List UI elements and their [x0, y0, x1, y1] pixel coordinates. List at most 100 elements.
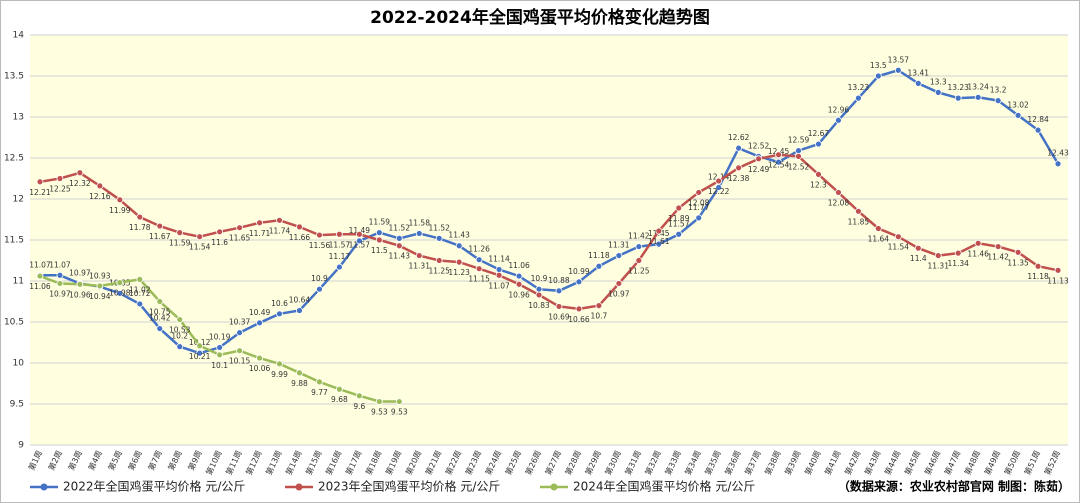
data-point: [655, 227, 663, 235]
data-point: [675, 230, 683, 238]
data-label: 10.9: [311, 274, 328, 283]
data-point: [874, 225, 882, 232]
data-point: [1014, 248, 1022, 256]
data-point: [455, 242, 463, 250]
data-label: 11.52: [428, 223, 450, 232]
data-point: [615, 280, 623, 287]
data-point: [775, 151, 782, 159]
data-label: 10.99: [568, 267, 590, 276]
data-point: [655, 240, 663, 248]
data-point: [76, 280, 84, 288]
data-label: 11.5: [371, 246, 388, 255]
data-point: [894, 233, 902, 241]
data-point: [475, 265, 483, 273]
data-point: [994, 243, 1002, 250]
data-label: 11.25: [628, 267, 650, 276]
data-point: [934, 252, 942, 259]
y-tick-label: 13.5: [4, 72, 24, 82]
data-label: 10.64: [289, 296, 311, 305]
data-label: 9.53: [391, 408, 408, 417]
data-label: 11.57: [349, 240, 371, 249]
data-point: [36, 272, 44, 280]
data-label: 13.57: [888, 55, 910, 64]
data-label: 12.59: [788, 136, 810, 145]
data-point: [795, 147, 802, 155]
data-label: 9.53: [371, 408, 388, 417]
data-label: 10.88: [548, 276, 570, 285]
data-point: [435, 257, 443, 264]
data-label: 11.65: [229, 234, 251, 243]
data-point: [156, 325, 164, 332]
data-point: [1014, 111, 1022, 119]
data-point: [535, 291, 543, 299]
data-point: [735, 144, 743, 152]
series-line: [39, 153, 1059, 311]
data-point: [276, 216, 283, 224]
data-label: 10.72: [129, 289, 151, 298]
data-label: 13.24: [967, 82, 989, 91]
data-point: [56, 175, 64, 182]
data-point: [1054, 266, 1062, 274]
data-point: [715, 177, 723, 185]
data-label: 11.06: [29, 282, 51, 291]
data-label: 10.96: [69, 290, 91, 299]
data-label: 9.99: [271, 370, 288, 379]
data-point: [495, 271, 503, 279]
data-label: 11.85: [848, 217, 870, 226]
data-label: 10.97: [69, 268, 91, 277]
data-point: [375, 229, 383, 237]
data-point: [336, 385, 343, 393]
data-label: 11.43: [448, 231, 470, 240]
data-label: 13.3: [930, 77, 947, 86]
data-label: 10.97: [608, 289, 630, 298]
data-label: 11.64: [868, 235, 890, 244]
data-point: [894, 66, 902, 74]
data-label: 12.38: [728, 174, 750, 183]
data-label: 11.66: [289, 233, 311, 242]
data-point: [76, 169, 84, 177]
data-label: 11.18: [588, 251, 610, 260]
data-point: [954, 94, 962, 102]
data-point: [755, 155, 762, 163]
data-point: [395, 398, 403, 405]
data-point: [116, 289, 124, 297]
legend-label: 2022年全国鸡蛋平均价格 元/公斤: [63, 479, 245, 494]
data-label: 11.31: [928, 262, 950, 271]
data-point: [415, 230, 423, 237]
y-tick-label: 11.5: [4, 236, 24, 246]
data-label: 12.08: [828, 198, 850, 207]
data-point: [316, 285, 323, 293]
data-point: [695, 189, 703, 196]
data-point: [296, 369, 303, 377]
data-label: 11.56: [309, 241, 331, 250]
data-label: 10.2: [171, 332, 188, 341]
data-label: 13.02: [1007, 100, 1029, 109]
data-point: [216, 344, 224, 351]
data-label: 10.21: [189, 352, 211, 361]
data-point: [256, 319, 263, 327]
data-point: [595, 262, 603, 270]
data-label: 12.3: [810, 180, 827, 189]
data-label: 11.59: [369, 218, 391, 227]
data-point: [435, 234, 443, 242]
data-label: 11.42: [628, 232, 650, 241]
data-point: [994, 97, 1002, 104]
data-label: 11.06: [508, 261, 530, 270]
data-point: [56, 271, 64, 279]
source-note: （数据来源：农业农村部官网 制图：陈茹）: [838, 479, 1070, 494]
data-label: 11.4: [910, 254, 927, 263]
data-label: 11.78: [129, 223, 151, 232]
data-point: [775, 158, 782, 166]
data-point: [1034, 262, 1042, 270]
data-point: [355, 237, 363, 245]
data-point: [835, 189, 842, 196]
data-label: 10.7: [591, 312, 608, 321]
y-tick-label: 11: [13, 277, 24, 287]
data-label: 10.06: [249, 364, 271, 373]
data-label: 13.23: [947, 83, 969, 92]
data-point: [156, 298, 164, 305]
data-point: [196, 233, 204, 241]
data-label: 11.07: [29, 260, 51, 269]
data-label: 11.18: [1027, 272, 1049, 281]
